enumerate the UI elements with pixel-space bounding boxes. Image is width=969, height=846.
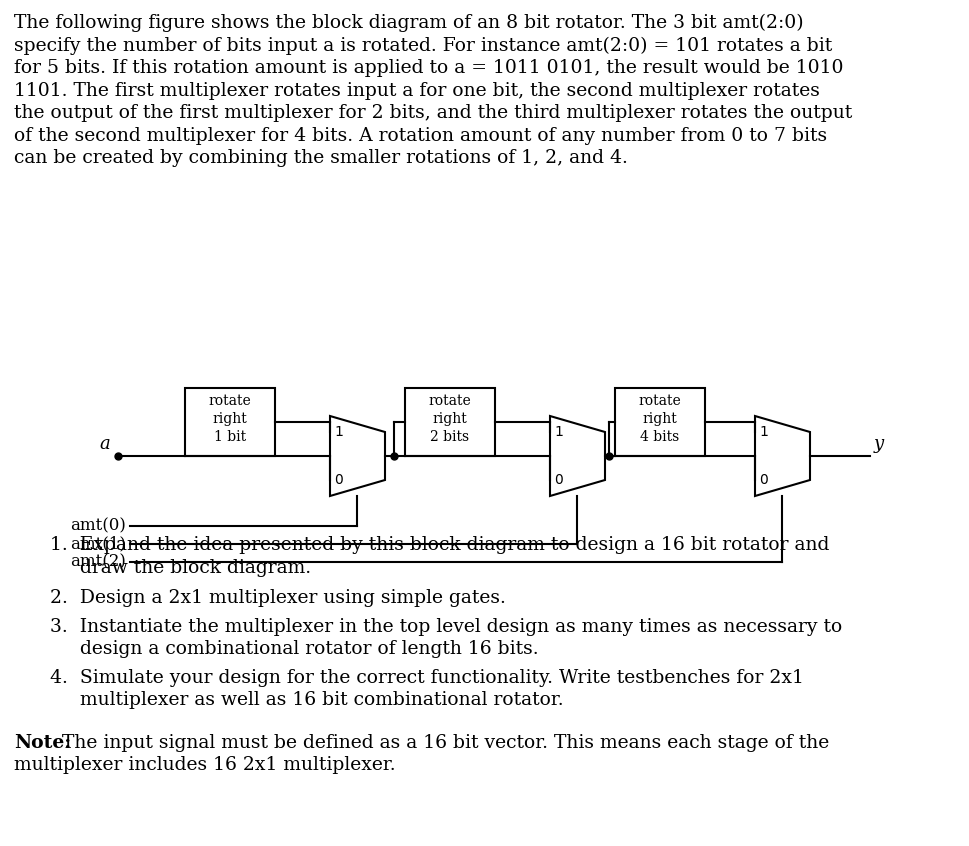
Text: 1.  Expand the idea presented by this block diagram to design a 16 bit rotator a: 1. Expand the idea presented by this blo… xyxy=(50,536,829,554)
Text: specify the number of bits input a is rotated. For instance amt(2:0) = 101 rotat: specify the number of bits input a is ro… xyxy=(14,36,832,55)
Polygon shape xyxy=(185,388,275,456)
Text: 0: 0 xyxy=(759,473,767,487)
Polygon shape xyxy=(615,388,705,456)
Text: 0: 0 xyxy=(554,473,563,487)
Text: 2.  Design a 2x1 multiplexer using simple gates.: 2. Design a 2x1 multiplexer using simple… xyxy=(50,589,506,607)
Text: The input signal must be defined as a 16 bit vector. This means each stage of th: The input signal must be defined as a 16… xyxy=(56,733,829,751)
Text: can be created by combining the smaller rotations of 1, 2, and 4.: can be created by combining the smaller … xyxy=(14,149,628,167)
Text: 1101. The first multiplexer rotates input a for one bit, the second multiplexer : 1101. The first multiplexer rotates inpu… xyxy=(14,81,820,100)
Text: design a combinational rotator of length 16 bits.: design a combinational rotator of length… xyxy=(50,640,539,658)
Text: y: y xyxy=(874,435,884,453)
Polygon shape xyxy=(330,416,385,496)
Text: a: a xyxy=(99,435,110,453)
Polygon shape xyxy=(405,388,495,456)
Text: amt(0): amt(0) xyxy=(70,518,126,535)
Text: amt(2): amt(2) xyxy=(70,553,126,570)
Polygon shape xyxy=(550,416,605,496)
Text: 1: 1 xyxy=(554,425,563,439)
Polygon shape xyxy=(755,416,810,496)
Text: rotate
right
2 bits: rotate right 2 bits xyxy=(428,394,471,444)
Text: of the second multiplexer for 4 bits. A rotation amount of any number from 0 to : of the second multiplexer for 4 bits. A … xyxy=(14,127,828,145)
Text: the output of the first multiplexer for 2 bits, and the third multiplexer rotate: the output of the first multiplexer for … xyxy=(14,104,853,122)
Text: multiplexer as well as 16 bit combinational rotator.: multiplexer as well as 16 bit combinatio… xyxy=(50,691,564,709)
Text: 3.  Instantiate the multiplexer in the top level design as many times as necessa: 3. Instantiate the multiplexer in the to… xyxy=(50,618,842,635)
Text: for 5 bits. If this rotation amount is applied to a = 1011 0101, the result woul: for 5 bits. If this rotation amount is a… xyxy=(14,59,843,77)
Text: rotate
right
4 bits: rotate right 4 bits xyxy=(639,394,681,444)
Text: 1: 1 xyxy=(334,425,343,439)
Text: 0: 0 xyxy=(334,473,343,487)
Text: Note:: Note: xyxy=(14,733,72,751)
Text: amt(1): amt(1) xyxy=(70,536,126,552)
Text: draw the block diagram.: draw the block diagram. xyxy=(50,558,311,576)
Text: 1: 1 xyxy=(759,425,767,439)
Text: 4.  Simulate your design for the correct functionality. Write testbenches for 2x: 4. Simulate your design for the correct … xyxy=(50,668,804,686)
Text: rotate
right
1 bit: rotate right 1 bit xyxy=(208,394,251,444)
Text: The following figure shows the block diagram of an 8 bit rotator. The 3 bit amt(: The following figure shows the block dia… xyxy=(14,14,803,32)
Text: multiplexer includes 16 2x1 multiplexer.: multiplexer includes 16 2x1 multiplexer. xyxy=(14,756,395,774)
